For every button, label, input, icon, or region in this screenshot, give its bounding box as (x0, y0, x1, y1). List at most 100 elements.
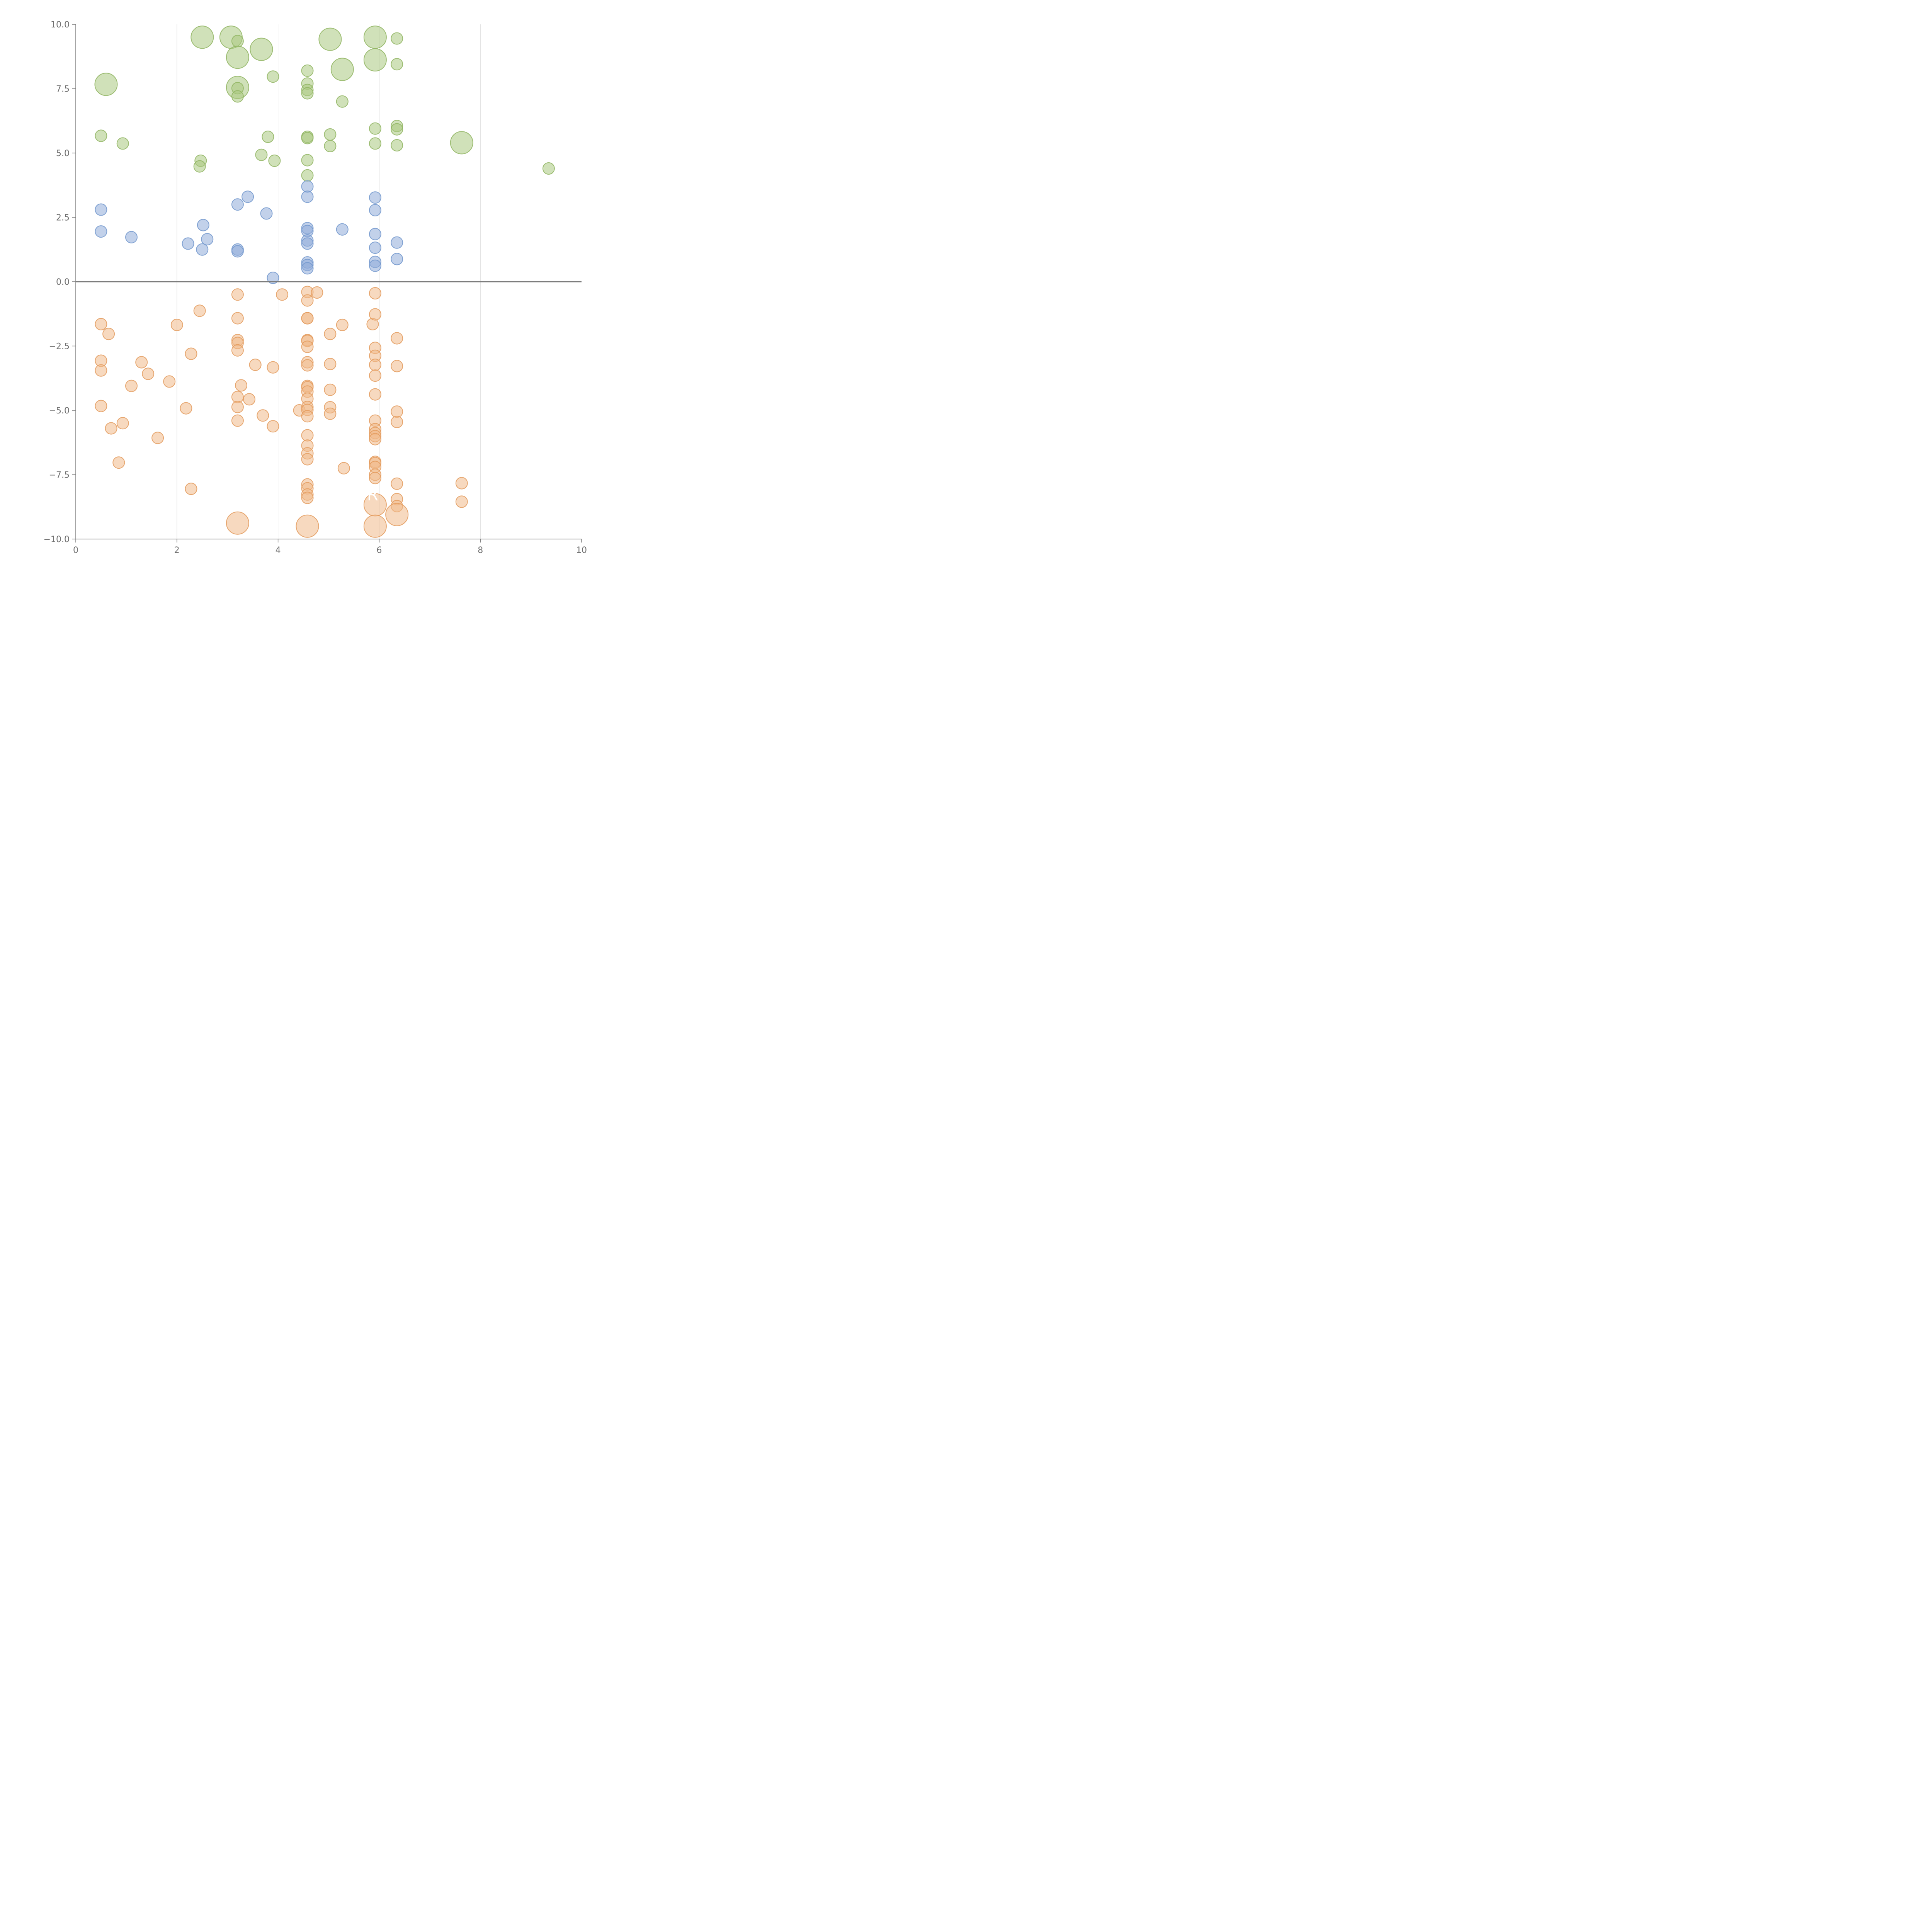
bubble-low-23 (235, 379, 247, 392)
series-mid (95, 180, 403, 284)
x-tick-label-2: 4 (276, 546, 281, 555)
bubble-low-73 (369, 388, 381, 401)
x-tick-label-5: 10 (576, 546, 587, 555)
bubble-low-12 (163, 375, 176, 388)
bubble-high-35 (193, 160, 206, 173)
bubble-mid-4 (196, 243, 209, 256)
bubble-mid-12 (267, 272, 279, 284)
bubble-high-21 (95, 129, 107, 142)
bubble-low-37 (301, 312, 314, 325)
bubble-high-5 (363, 26, 387, 49)
bubble-mid-30 (391, 253, 403, 265)
bubble-mid-14 (301, 190, 314, 203)
bubble-mid-13 (301, 180, 314, 193)
bubble-mid-2 (125, 231, 138, 243)
bubble-low-67 (369, 287, 381, 299)
bubble-low-60 (324, 358, 337, 371)
bubble-low-8 (125, 379, 138, 392)
bubble-high-11 (330, 58, 354, 81)
bubble-mid-23 (369, 191, 381, 204)
bubble-low-11 (151, 432, 164, 444)
bubble-low-4 (95, 400, 107, 412)
bubble-low-13 (170, 318, 183, 331)
bubble-high-33 (450, 131, 473, 155)
bubble-low-85 (391, 360, 403, 372)
bubble-low-57 (301, 492, 314, 504)
bubble-mid-7 (231, 198, 244, 211)
series-low (95, 286, 468, 538)
y-tick-label-6: −5.0 (49, 406, 70, 416)
bubble-mid-3 (182, 237, 194, 250)
bubble-low-87 (391, 416, 403, 428)
bubble-mid-25 (369, 228, 381, 240)
bubble-low-15 (185, 347, 197, 360)
bubble-low-18 (231, 288, 244, 301)
bubble-mid-10 (231, 245, 244, 258)
bubble-high-28 (369, 122, 381, 135)
bubble-chart: R 10.0 7.5 5.0 2.5 0.0 −2.5 −5.0 −7.5 −10.00 2 4 6 8… (44, 20, 587, 555)
y-tick-label-8: −10.0 (44, 535, 70, 544)
bubble-high-36 (255, 148, 268, 161)
bubble-high-3 (250, 37, 273, 61)
y-tick-label-7: −7.5 (49, 471, 70, 480)
bubble-low-17 (193, 304, 206, 317)
x-tick-label-1: 2 (174, 546, 180, 555)
x-tick-label-3: 6 (376, 546, 382, 555)
bubble-mid-21 (301, 262, 314, 275)
bubble-low-96 (363, 514, 387, 538)
bubble-low-35 (301, 294, 314, 307)
bubble-high-26 (324, 128, 337, 141)
bubble-high-2 (231, 35, 244, 48)
bubble-low-58 (311, 286, 323, 299)
bubble-high-8 (363, 48, 387, 71)
bubble-high-37 (268, 155, 281, 167)
bubble-high-6 (391, 32, 403, 45)
bubble-low-94 (296, 514, 319, 538)
y-tick-label-5: −2.5 (49, 342, 70, 352)
bubble-low-68 (369, 308, 381, 321)
bubble-low-9 (135, 356, 148, 369)
bubble-layer (94, 26, 555, 538)
annotation-layer: R (367, 485, 378, 504)
bubble-low-86 (391, 405, 403, 418)
bubble-low-5 (105, 422, 117, 435)
y-tick-label-3: 2.5 (56, 213, 70, 223)
bubble-high-31 (391, 123, 403, 136)
series-high (94, 26, 555, 182)
bubble-low-25 (231, 401, 244, 413)
bubble-mid-5 (197, 219, 209, 231)
bubble-high-29 (369, 137, 381, 150)
bubble-low-26 (231, 414, 244, 427)
bubble-low-64 (336, 318, 349, 331)
bubble-mid-8 (242, 190, 254, 203)
bubble-low-93 (226, 511, 249, 535)
bubble-low-32 (276, 288, 289, 301)
bubble-low-27 (243, 393, 255, 406)
bubble-mid-6 (201, 233, 214, 246)
bubble-low-92 (455, 495, 468, 508)
bubble-low-78 (369, 433, 381, 446)
bubble-low-72 (369, 369, 381, 382)
bubble-mid-1 (95, 225, 107, 238)
bubble-high-32 (391, 139, 403, 151)
bubble-low-10 (142, 367, 155, 380)
bubble-mid-0 (95, 203, 107, 216)
bubble-high-27 (324, 140, 337, 152)
bubble-low-61 (324, 383, 337, 396)
bubble-low-83 (369, 472, 381, 485)
bubble-low-29 (257, 409, 269, 422)
bubble-high-0 (190, 26, 214, 49)
bubble-low-42 (301, 359, 314, 372)
bubble-high-22 (116, 137, 129, 150)
bubble-low-84 (391, 332, 403, 345)
bubble-mid-28 (369, 259, 381, 272)
bubble-low-0 (95, 318, 107, 330)
bubble-high-25 (301, 132, 314, 145)
y-tick-label-0: 10.0 (51, 20, 70, 30)
bubble-low-97 (385, 503, 409, 526)
bubble-low-49 (301, 410, 314, 423)
bubble-high-9 (391, 58, 403, 71)
bubble-low-16 (185, 483, 197, 495)
bubble-high-23 (262, 131, 274, 143)
axes: 10.0 7.5 5.0 2.5 0.0 −2.5 −5.0 −7.5 −10.00 2 4 6 8 10 (44, 20, 587, 555)
